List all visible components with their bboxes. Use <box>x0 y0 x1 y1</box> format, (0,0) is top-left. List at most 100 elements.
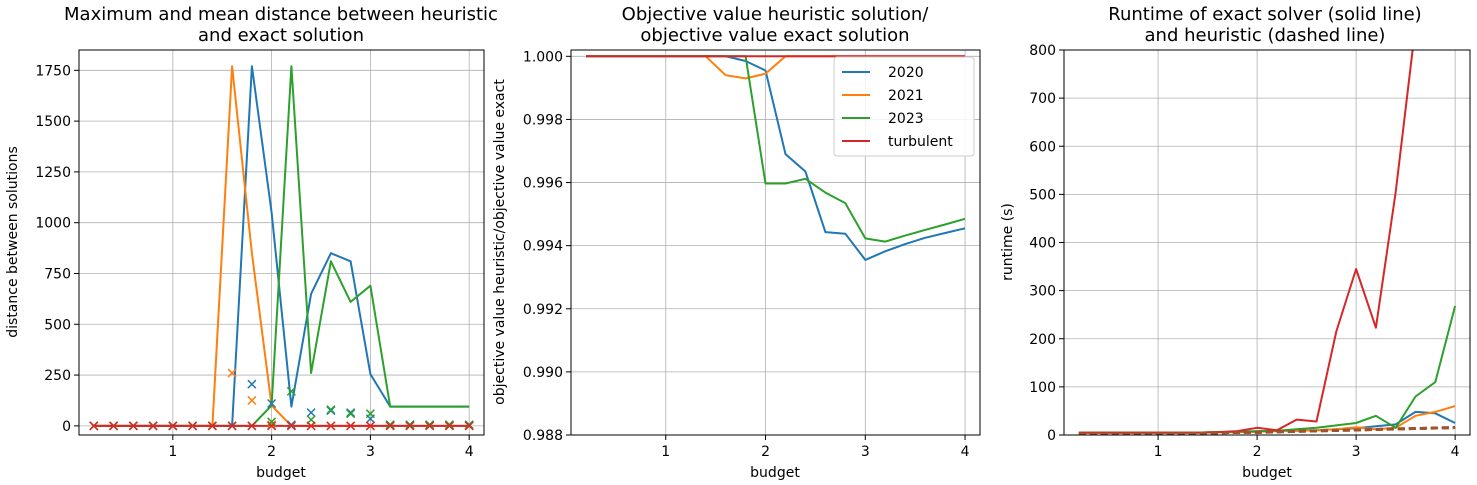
marker-turbulent <box>267 421 277 431</box>
y-axis-label: distance between solutions <box>5 146 21 338</box>
y-tick-label: 0 <box>1047 428 1056 444</box>
y-tick-label: 0.990 <box>523 365 563 381</box>
legend-box <box>833 56 975 157</box>
y-axis-label: objective value heuristic/objective valu… <box>492 79 508 405</box>
marker-turbulent <box>168 421 178 431</box>
legend-label-turbulent: turbulent <box>888 134 953 150</box>
marker-turbulent <box>464 421 474 431</box>
chart-title-line1: Maximum and mean distance between heuris… <box>64 4 498 25</box>
ticks: 1 2 3 4 0 250 500 750 1000 1250 1500 1750 <box>35 63 473 460</box>
y-tick-label: 300 <box>1029 284 1056 300</box>
marker-turbulent <box>425 421 435 431</box>
marker-turbulent <box>326 421 336 431</box>
x-axis-label: budget <box>256 465 306 481</box>
ticks: 1 2 3 4 0.988 0.990 0.992 0.994 0.996 0.998 1.000 <box>523 49 970 460</box>
chart-title-line2: objective value exact solution <box>640 25 909 46</box>
y-tick-label: 1750 <box>35 63 71 79</box>
marker-2023 <box>365 409 375 419</box>
ticks: 1 2 3 4 0 100 200 300 400 500 600 700 800 <box>1029 43 1459 460</box>
marker-turbulent <box>128 421 138 431</box>
plot-area <box>89 65 474 431</box>
legend-label-2021: 2021 <box>888 88 924 104</box>
legend-label-2023: 2023 <box>888 111 924 127</box>
marker-turbulent <box>365 421 375 431</box>
marker-2020 <box>306 408 316 418</box>
marker-2021 <box>247 395 257 405</box>
legend-label-2020: 2020 <box>888 65 924 81</box>
y-tick-label: 0.998 <box>523 112 563 128</box>
marker-turbulent <box>385 421 395 431</box>
x-tick-label: 2 <box>761 444 770 460</box>
axes-frame <box>78 49 485 436</box>
marker-turbulent <box>247 421 257 431</box>
y-tick-label: 1250 <box>35 165 71 181</box>
marker-turbulent <box>286 421 296 431</box>
y-tick-label: 400 <box>1029 236 1056 252</box>
y-tick-label: 1500 <box>35 114 71 130</box>
marker-turbulent <box>188 421 198 431</box>
x-axis-label: budget <box>1242 465 1292 481</box>
plot-area <box>586 55 966 261</box>
x-tick-label: 4 <box>1451 444 1460 460</box>
marker-turbulent <box>346 421 356 431</box>
y-tick-label: 1.000 <box>523 49 563 65</box>
x-tick-label: 4 <box>465 444 474 460</box>
axes-frame <box>570 49 981 436</box>
chart-title-line2: and heuristic (dashed line) <box>1145 25 1386 46</box>
marker-2023 <box>346 409 356 419</box>
series-line-2023 <box>93 65 470 427</box>
x-tick-label: 1 <box>661 444 670 460</box>
y-tick-label: 0.994 <box>523 239 563 255</box>
grid <box>1064 49 1470 436</box>
marker-2023 <box>326 405 336 415</box>
panel-objective: Objective value heuristic solution/ obje… <box>492 4 981 481</box>
marker-turbulent <box>405 421 415 431</box>
y-tick-label: 0 <box>62 419 71 435</box>
panel-runtime: Runtime of exact solver (solid line) and… <box>1000 4 1471 481</box>
legend: 2020 2021 2023 turbulent <box>833 56 975 157</box>
y-tick-label: 500 <box>1029 187 1056 203</box>
panel-distance: Maximum and mean distance between heuris… <box>5 4 498 481</box>
y-tick-label: 0.988 <box>523 428 563 444</box>
series-line-2023 <box>1078 305 1457 434</box>
marker-turbulent <box>227 421 237 431</box>
plot-area <box>1078 50 1457 435</box>
marker-turbulent <box>444 421 454 431</box>
marker-2020 <box>247 379 257 389</box>
y-tick-label: 0.996 <box>523 176 563 192</box>
y-tick-label: 250 <box>44 368 71 384</box>
x-tick-label: 4 <box>961 444 970 460</box>
x-tick-label: 1 <box>1154 444 1163 460</box>
marker-turbulent <box>306 421 316 431</box>
chart-title-line1: Objective value heuristic solution/ <box>622 4 930 25</box>
y-tick-label: 600 <box>1029 139 1056 155</box>
chart-title-line1: Runtime of exact solver (solid line) <box>1108 4 1421 25</box>
y-tick-label: 200 <box>1029 332 1056 348</box>
dashed-line-turbulent <box>1078 426 1456 435</box>
y-tick-label: 800 <box>1029 43 1056 59</box>
x-tick-label: 3 <box>1352 444 1361 460</box>
x-tick-label: 2 <box>267 444 276 460</box>
x-tick-label: 3 <box>861 444 870 460</box>
series-line-turbulent <box>1078 50 1414 434</box>
y-tick-label: 500 <box>44 317 71 333</box>
x-axis-label: budget <box>750 465 800 481</box>
marker-2023 <box>267 417 277 427</box>
marker-2021 <box>227 368 237 378</box>
x-tick-label: 3 <box>366 444 375 460</box>
marker-turbulent <box>148 421 158 431</box>
y-tick-label: 100 <box>1029 380 1056 396</box>
x-tick-label: 1 <box>168 444 177 460</box>
y-tick-label: 700 <box>1029 91 1056 107</box>
marker-turbulent <box>89 421 99 431</box>
y-tick-label: 0.992 <box>523 302 563 318</box>
y-tick-label: 1000 <box>35 216 71 232</box>
y-axis-label: runtime (s) <box>1000 203 1016 281</box>
marker-2020 <box>267 398 277 409</box>
marker-2023 <box>286 386 296 396</box>
marker-turbulent <box>109 421 119 431</box>
marker-turbulent <box>207 421 217 431</box>
y-tick-label: 750 <box>44 266 71 282</box>
chart-title-line2: and exact solution <box>198 25 364 46</box>
